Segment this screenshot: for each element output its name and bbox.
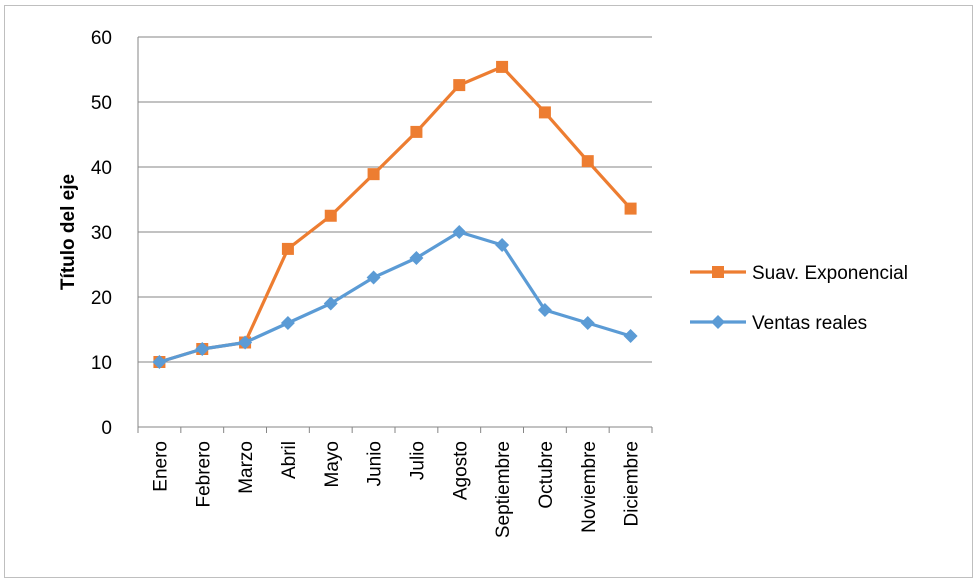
legend-marker [711,315,725,329]
y-axis-label: Título del eje [58,174,79,290]
data-point [324,209,337,222]
y-tick-label: 40 [91,158,112,179]
x-tick-label: Abril [279,441,300,479]
y-tick-label: 20 [91,288,112,309]
x-tick-label: Enero [150,441,171,492]
legend-label: Suav. Exponencial [752,263,908,284]
x-tick-label: Octubre [536,441,557,509]
y-tick-label: 30 [91,223,112,244]
data-point [581,155,594,168]
y-axis-ticks: 0 10 20 30 40 50 60 [91,28,112,439]
data-point [409,251,424,265]
data-point [367,168,380,181]
data-point [624,202,637,215]
gridlines [137,36,652,428]
data-point [238,335,253,350]
legend-marker [712,266,724,278]
data-point [152,355,167,369]
data-point [195,342,210,356]
x-tick-label: Diciembre [622,441,643,527]
data-point [280,316,295,330]
y-tick-label: 10 [91,353,112,374]
x-tick-label: Julio [407,441,428,480]
series-ventas-reales [152,225,638,369]
y-tick-label: 50 [91,93,112,114]
data-point [495,238,510,252]
x-tick-label: Marzo [236,441,257,494]
series-line [158,230,632,364]
series-suav-exponencial [153,60,637,368]
data-point [281,242,294,255]
x-tick-label: Mayo [322,441,343,487]
data-point [452,225,467,239]
data-point [496,60,509,73]
data-point [366,270,381,285]
data-point [410,125,423,138]
x-tick-label: Agosto [450,441,471,500]
x-tick-label: Noviembre [579,441,600,533]
series-layer [152,60,638,369]
x-axis-ticks: Enero Febrero Marzo Abril Mayo Junio Julio Agos… [137,427,653,538]
legend-item: Ventas reales [690,313,867,334]
data-point [580,316,595,330]
legend-item: Suav. Exponencial [690,263,908,284]
chart-area [4,5,973,578]
data-point [453,79,466,92]
x-tick-label: Febrero [193,441,214,508]
data-point [537,303,552,317]
data-point [538,106,551,119]
data-point [623,329,638,343]
x-tick-label: Junio [365,441,386,486]
series-line [158,65,632,364]
x-tick-label: Septiembre [493,441,514,538]
y-tick-label: 60 [91,28,112,49]
data-point [323,296,338,311]
legend: Suav. Exponencial Ventas reales [690,263,908,334]
y-tick-label: 0 [101,418,112,439]
legend-label: Ventas reales [752,313,867,334]
